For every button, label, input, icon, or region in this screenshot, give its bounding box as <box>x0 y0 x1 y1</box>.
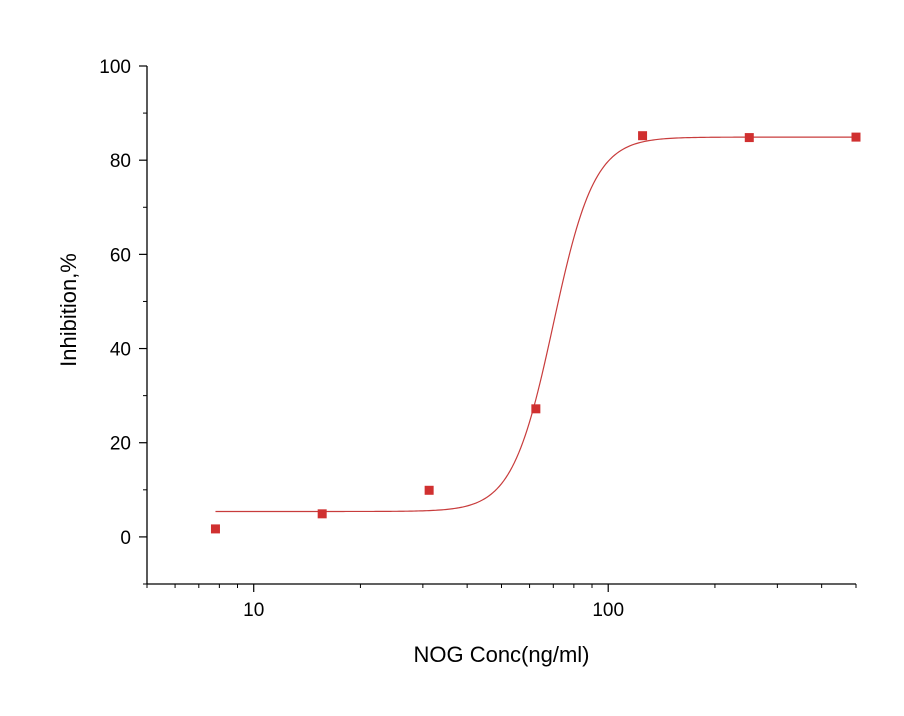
y-tick-label: 20 <box>110 434 131 455</box>
y-tick-label: 80 <box>110 151 131 172</box>
fit-curve <box>215 136 856 513</box>
y-tick-label: 0 <box>120 528 131 549</box>
data-point <box>744 133 754 143</box>
axis-ticks <box>139 65 857 592</box>
y-axis-title: Inhibition,% <box>56 253 81 367</box>
tick-labels: 0 20 40 60 80 100 10 100 <box>99 57 624 621</box>
data-point <box>317 509 327 519</box>
data-point <box>210 524 220 534</box>
data-point <box>851 132 861 142</box>
y-tick-label: 60 <box>110 245 131 266</box>
data-point <box>638 131 648 141</box>
x-tick-label: 100 <box>592 600 624 621</box>
axes <box>146 66 856 585</box>
y-tick-label: 40 <box>110 340 131 361</box>
y-tick-label: 100 <box>99 57 131 78</box>
data-markers <box>210 131 861 534</box>
x-axis-title: NOG Conc(ng/ml) <box>413 642 589 667</box>
data-point <box>424 485 434 495</box>
x-tick-label: 10 <box>243 600 264 621</box>
data-point <box>531 404 541 414</box>
